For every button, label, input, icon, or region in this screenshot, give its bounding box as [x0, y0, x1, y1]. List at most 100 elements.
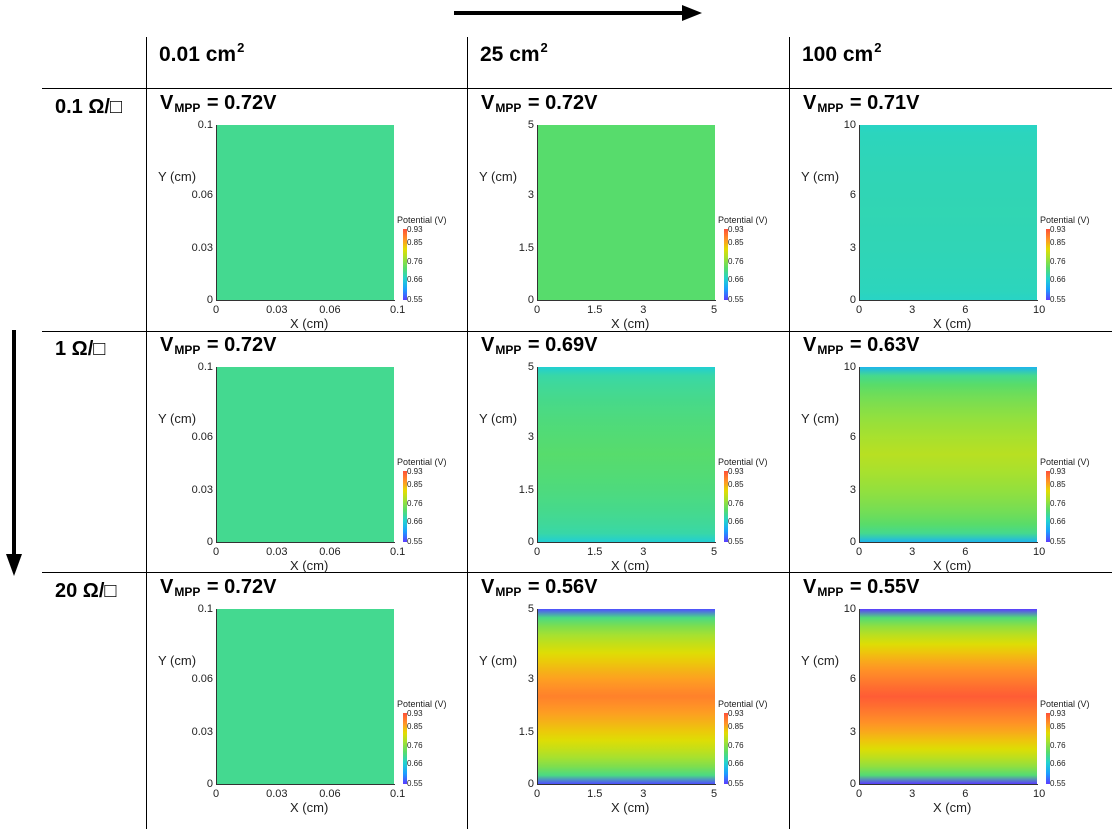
x-tick-label: 0 — [534, 546, 541, 558]
y-axis-label: Y (cm) — [479, 411, 518, 426]
row-header-sheet-resistance: 1 Ω/□ — [55, 338, 106, 360]
y-tick-label: 1.5 — [518, 725, 534, 738]
colorbar-tick-label: 0.55 — [407, 295, 423, 304]
colorbar — [403, 471, 407, 542]
x-axis-label: X (cm) — [290, 800, 329, 815]
y-tick-label: 0.1 — [197, 361, 213, 373]
vmpp-label: VMPP = 0.63V — [803, 334, 920, 357]
colorbar-tick-label: 0.76 — [407, 499, 423, 508]
colorbar-tick-label: 0.66 — [407, 275, 423, 284]
colorbar-tick-label: 0.85 — [728, 722, 744, 731]
x-tick-label: 0.1 — [390, 304, 406, 316]
y-tick-label: 3 — [849, 241, 856, 254]
colorbar-tick-label: 0.85 — [1050, 722, 1066, 731]
x-tick-label: 3 — [909, 546, 916, 558]
y-axis-label: Y (cm) — [479, 169, 518, 184]
x-axis-label: X (cm) — [290, 558, 329, 573]
vmpp-label: VMPP = 0.71V — [803, 92, 920, 115]
colorbar-tick-label: 0.66 — [407, 759, 423, 768]
x-tick-label: 6 — [962, 546, 969, 558]
y-tick-label: 0.1 — [197, 119, 213, 131]
x-tick-label: 0.06 — [319, 546, 341, 558]
vmpp-label: VMPP = 0.69V — [481, 334, 598, 357]
y-axis-line — [216, 125, 217, 301]
x-tick-label: 0.03 — [266, 788, 288, 800]
colorbar-tick-label: 0.55 — [728, 537, 744, 546]
y-axis-label: Y (cm) — [801, 653, 840, 668]
y-tick-label: 1.5 — [518, 483, 534, 496]
x-tick-label: 1.5 — [587, 304, 603, 316]
y-tick-label: 0.06 — [191, 189, 213, 201]
colorbar-tick-label: 0.55 — [407, 779, 423, 788]
y-tick-label: 3 — [527, 673, 534, 685]
grid-line — [42, 331, 1112, 332]
y-tick-label: 0.06 — [191, 673, 213, 685]
x-tick-label: 0 — [534, 304, 541, 316]
x-axis-label: X (cm) — [611, 800, 650, 815]
column-header-area: 25 cm2 — [480, 40, 548, 66]
y-axis-label: Y (cm) — [158, 411, 197, 426]
colorbar-tick-label: 0.85 — [728, 238, 744, 247]
y-tick-label: 0 — [849, 536, 856, 548]
colorbar-tick-label: 0.66 — [728, 275, 744, 284]
y-tick-label: 10 — [843, 603, 856, 615]
colorbar-tick-label: 0.76 — [1050, 499, 1066, 508]
x-axis-label: X (cm) — [611, 558, 650, 573]
x-axis-line — [537, 784, 716, 785]
x-tick-label: 1.5 — [587, 546, 603, 558]
x-axis-line — [537, 300, 716, 301]
colorbar — [1046, 471, 1050, 542]
x-tick-label: 6 — [962, 304, 969, 316]
x-tick-label: 0.03 — [266, 546, 288, 558]
colorbar-tick-label: 0.55 — [1050, 779, 1066, 788]
y-axis-line — [537, 367, 538, 543]
x-axis-line — [216, 300, 395, 301]
potential-map — [860, 125, 1037, 300]
colorbar-tick-label: 0.76 — [728, 499, 744, 508]
potential-map — [538, 609, 715, 784]
colorbar-tick-label: 0.93 — [1050, 467, 1066, 476]
x-tick-label: 0 — [213, 546, 220, 558]
x-tick-label: 0.06 — [319, 788, 341, 800]
y-tick-label: 3 — [849, 725, 856, 738]
colorbar-title: Potential (V) — [718, 457, 768, 467]
y-tick-label: 0 — [849, 294, 856, 306]
colorbar-title: Potential (V) — [397, 699, 447, 709]
heatmap-cell: VMPP = 0.56V 0 1.5 3 5 0 1.5 3 5 Y (cm) X (cm) Pote… — [468, 574, 788, 815]
colorbar-tick-label: 0.93 — [1050, 225, 1066, 234]
y-tick-label: 0 — [527, 778, 534, 790]
colorbar-tick-label: 0.93 — [1050, 709, 1066, 718]
y-tick-label: 3 — [849, 483, 856, 496]
colorbar-tick-label: 0.85 — [407, 238, 423, 247]
colorbar-tick-label: 0.93 — [728, 467, 744, 476]
colorbar-tick-label: 0.76 — [407, 257, 423, 266]
colorbar-tick-label: 0.93 — [407, 709, 423, 718]
colorbar-tick-label: 0.66 — [1050, 275, 1066, 284]
horizontal-arrow — [454, 5, 702, 21]
heatmap-cell: VMPP = 0.72V 0 1.5 3 5 0 1.5 3 5 Y (cm) X (cm) Pote… — [468, 90, 788, 331]
x-axis-line — [859, 542, 1038, 543]
y-tick-label: 0 — [527, 294, 534, 306]
potential-map — [217, 125, 394, 300]
x-tick-label: 5 — [711, 788, 718, 800]
potential-map — [217, 367, 394, 542]
heatmap-cell: VMPP = 0.69V 0 1.5 3 5 0 1.5 3 5 Y (cm) X (cm) Pote… — [468, 332, 788, 573]
x-tick-label: 5 — [711, 304, 718, 316]
x-tick-label: 0 — [856, 546, 863, 558]
colorbar-tick-label: 0.55 — [728, 295, 744, 304]
y-tick-label: 0 — [206, 778, 213, 790]
colorbar-title: Potential (V) — [397, 457, 447, 467]
y-tick-label: 5 — [527, 361, 534, 373]
colorbar-tick-label: 0.85 — [1050, 480, 1066, 489]
colorbar-tick-label: 0.76 — [728, 741, 744, 750]
y-tick-label: 0.03 — [191, 725, 213, 738]
x-tick-label: 0 — [856, 304, 863, 316]
colorbar-title: Potential (V) — [1040, 215, 1090, 225]
y-tick-label: 0 — [849, 778, 856, 790]
heatmap-cell: VMPP = 0.72V 0 0.03 0.06 0.1 0 0.03 0.06 0.1 Y (c… — [147, 90, 467, 331]
y-axis-label: Y (cm) — [479, 653, 518, 668]
grid-line — [42, 572, 1112, 573]
x-tick-label: 3 — [640, 788, 647, 800]
colorbar-tick-label: 0.55 — [1050, 537, 1066, 546]
vmpp-label: VMPP = 0.55V — [803, 576, 920, 599]
